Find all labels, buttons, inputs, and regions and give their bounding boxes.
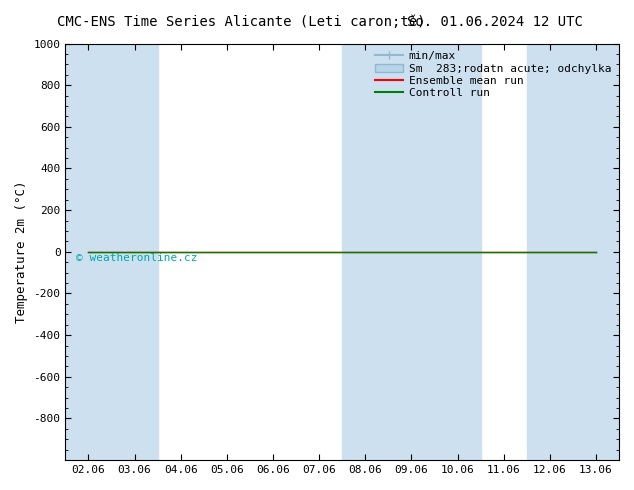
- Bar: [65, 44, 112, 460]
- Y-axis label: Temperature 2m (°C): Temperature 2m (°C): [15, 181, 28, 323]
- Bar: [434, 44, 481, 460]
- Bar: [527, 44, 573, 460]
- Bar: [342, 44, 389, 460]
- Text: © weatheronline.cz: © weatheronline.cz: [77, 253, 198, 263]
- Bar: [389, 44, 434, 460]
- Bar: [112, 44, 158, 460]
- Legend: min/max, Sm  283;rodatn acute; odchylka, Ensemble mean run, Controll run: min/max, Sm 283;rodatn acute; odchylka, …: [371, 47, 616, 102]
- Bar: [573, 44, 619, 460]
- Text: So. 01.06.2024 12 UTC: So. 01.06.2024 12 UTC: [406, 15, 583, 29]
- Text: CMC-ENS Time Series Alicante (Leti caron;tě): CMC-ENS Time Series Alicante (Leti caron…: [56, 15, 425, 29]
